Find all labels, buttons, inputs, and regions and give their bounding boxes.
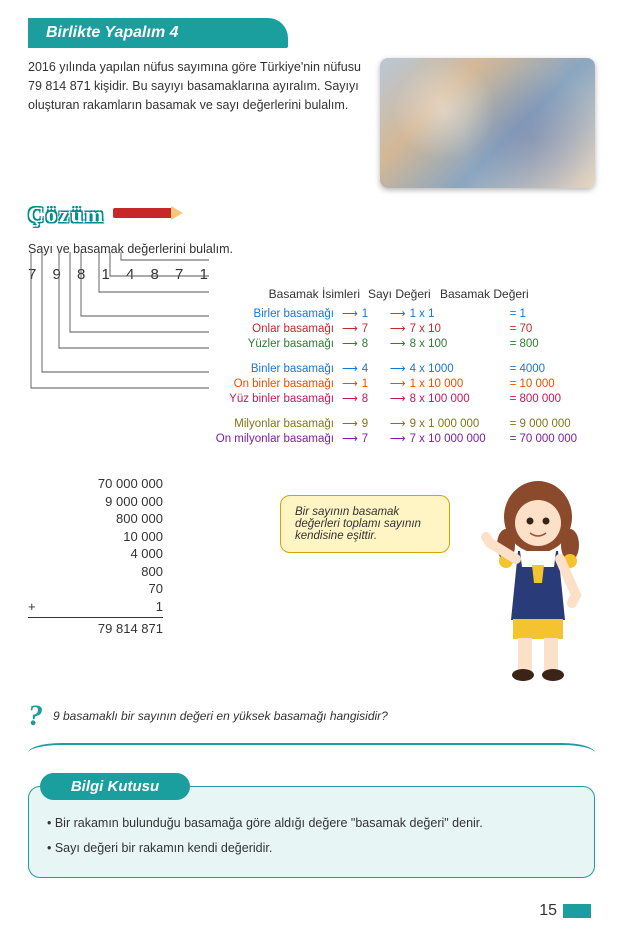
arrow-icon: ⟶ bbox=[338, 362, 362, 375]
calculation: 7 x 10 bbox=[410, 323, 510, 335]
pencil-icon bbox=[113, 208, 173, 218]
result-value: = 70 000 000 bbox=[510, 433, 590, 445]
digit-value: 8 bbox=[362, 338, 386, 350]
digit-value: 7 bbox=[362, 323, 386, 335]
place-row: On binler basamağı⟶1⟶1 x 10 000= 10 000 bbox=[28, 377, 595, 390]
addition-column: 70 000 000 9 000 000 800 000 10 000 4 00… bbox=[28, 475, 163, 638]
calculation: 9 x 1 000 000 bbox=[410, 418, 510, 430]
header-place-value: Basamak Değeri bbox=[440, 287, 568, 301]
calculation: 7 x 10 000 000 bbox=[410, 433, 510, 445]
digit-value: 1 bbox=[362, 308, 386, 320]
calculation: 1 x 1 bbox=[410, 308, 510, 320]
number-digits: 7 9 8 1 4 8 7 1 bbox=[28, 266, 595, 283]
place-value-table: Birler basamağı⟶1⟶1 x 1= 1Onlar basamağı… bbox=[28, 307, 595, 445]
infobox-bullet-1: • Bir rakamın bulunduğu basamağa göre al… bbox=[47, 811, 576, 836]
speech-bubble: Bir sayının basamak değerleri toplamı sa… bbox=[280, 495, 450, 553]
digit-value: 9 bbox=[362, 418, 386, 430]
place-name: On binler basamağı bbox=[28, 378, 338, 390]
digit-value: 1 bbox=[362, 378, 386, 390]
infobox-header: Bilgi Kutusu bbox=[40, 773, 190, 800]
arrow-icon: ⟶ bbox=[338, 432, 362, 445]
sum-total: 79 814 871 bbox=[28, 617, 163, 638]
digit-value: 4 bbox=[362, 363, 386, 375]
arrow-icon: ⟶ bbox=[338, 377, 362, 390]
calculation: 1 x 10 000 bbox=[410, 378, 510, 390]
place-name: Yüzler basamağı bbox=[28, 338, 338, 350]
crowd-photo bbox=[380, 58, 595, 188]
subheading: Sayı ve basamak değerlerini bulalım. bbox=[28, 242, 595, 256]
calculation: 8 x 100 bbox=[410, 338, 510, 350]
result-value: = 800 000 bbox=[510, 393, 590, 405]
intro-paragraph: 2016 yılında yapılan nüfus sayımına göre… bbox=[28, 58, 368, 188]
table-header-row: Basamak İsimleri Sayı Değeri Basamak Değ… bbox=[28, 287, 595, 301]
place-name: Binler basamağı bbox=[28, 363, 338, 375]
calculation: 4 x 1000 bbox=[410, 363, 510, 375]
place-name: Milyonlar basamağı bbox=[28, 418, 338, 430]
section-header: Birlikte Yapalım 4 bbox=[28, 18, 288, 48]
header-place-names: Basamak İsimleri bbox=[28, 287, 368, 301]
arrow-icon: ⟶ bbox=[386, 392, 410, 405]
result-value: = 800 bbox=[510, 338, 590, 350]
digit-value: 8 bbox=[362, 393, 386, 405]
arrow-icon: ⟶ bbox=[338, 307, 362, 320]
place-row: Binler basamağı⟶4⟶4 x 1000= 4000 bbox=[28, 362, 595, 375]
section-divider bbox=[28, 743, 595, 753]
result-value: = 9 000 000 bbox=[510, 418, 590, 430]
arrow-icon: ⟶ bbox=[386, 307, 410, 320]
solution-label: Çözüm bbox=[28, 202, 105, 228]
place-row: Yüz binler basamağı⟶8⟶8 x 100 000= 800 0… bbox=[28, 392, 595, 405]
result-value: = 70 bbox=[510, 323, 590, 335]
arrow-icon: ⟶ bbox=[386, 432, 410, 445]
result-value: = 1 bbox=[510, 308, 590, 320]
place-name: On milyonlar basamağı bbox=[28, 433, 338, 445]
arrow-icon: ⟶ bbox=[386, 322, 410, 335]
girl-character bbox=[480, 475, 595, 685]
question-mark-icon: ? bbox=[28, 699, 43, 733]
arrow-icon: ⟶ bbox=[386, 377, 410, 390]
place-name: Yüz binler basamağı bbox=[28, 393, 338, 405]
arrow-icon: ⟶ bbox=[386, 337, 410, 350]
place-row: Milyonlar basamağı⟶9⟶9 x 1 000 000= 9 00… bbox=[28, 417, 595, 430]
arrow-icon: ⟶ bbox=[338, 337, 362, 350]
place-row: Birler basamağı⟶1⟶1 x 1= 1 bbox=[28, 307, 595, 320]
result-value: = 10 000 bbox=[510, 378, 590, 390]
place-name: Onlar basamağı bbox=[28, 323, 338, 335]
place-row: On milyonlar basamağı⟶7⟶7 x 10 000 000= … bbox=[28, 432, 595, 445]
digit-value: 7 bbox=[362, 433, 386, 445]
place-row: Onlar basamağı⟶7⟶7 x 10= 70 bbox=[28, 322, 595, 335]
arrow-icon: ⟶ bbox=[338, 392, 362, 405]
arrow-icon: ⟶ bbox=[386, 362, 410, 375]
calculation: 8 x 100 000 bbox=[410, 393, 510, 405]
arrow-icon: ⟶ bbox=[338, 322, 362, 335]
header-digit-value: Sayı Değeri bbox=[368, 287, 440, 301]
result-value: = 4000 bbox=[510, 363, 590, 375]
place-row: Yüzler basamağı⟶8⟶8 x 100= 800 bbox=[28, 337, 595, 350]
question-text: 9 basamaklı bir sayının değeri en yüksek… bbox=[53, 709, 388, 723]
page-number: 15 bbox=[28, 902, 595, 920]
arrow-icon: ⟶ bbox=[338, 417, 362, 430]
place-name: Birler basamağı bbox=[28, 308, 338, 320]
arrow-icon: ⟶ bbox=[386, 417, 410, 430]
